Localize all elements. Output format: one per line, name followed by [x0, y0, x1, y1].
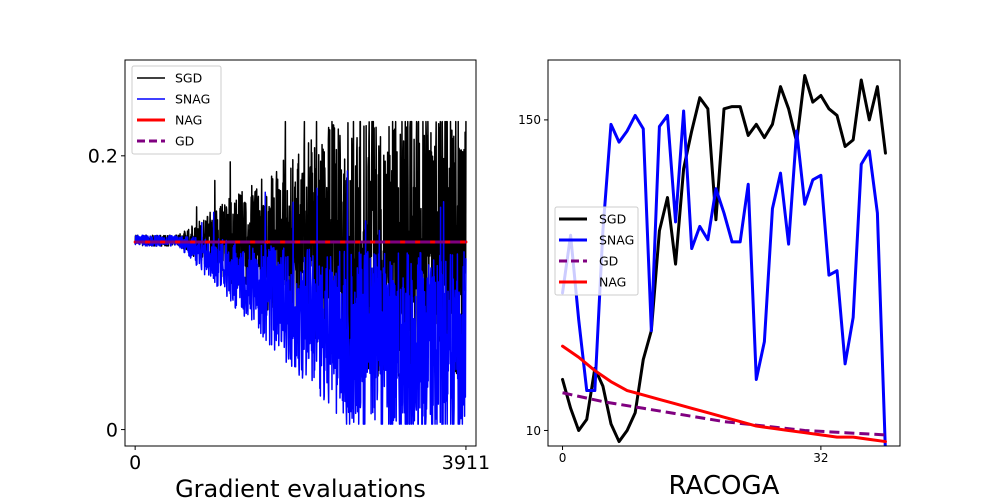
right-ticks: 0 32 10 150 — [518, 113, 828, 465]
right-legend-label-nag: NAG — [599, 275, 626, 290]
left-x-tick-label: 0 — [129, 452, 141, 474]
right-legend-label-gd: GD — [599, 254, 618, 269]
right-y-tick-label: 10 — [526, 424, 541, 438]
left-x-axis-label: Gradient evaluations — [175, 475, 426, 500]
left-ticks: 0 3911 0 0.2 — [88, 146, 490, 474]
left-series-line-snag — [134, 170, 467, 425]
left-legend: SGD SNAG NAG GD — [131, 65, 222, 155]
left-x-tick-label: 3911 — [442, 452, 490, 474]
right-axes-frame — [547, 59, 901, 447]
right-series-line-snag — [561, 109, 887, 446]
left-axes-frame — [124, 59, 477, 447]
right-plot-area — [561, 74, 887, 446]
left-legend-label-sgd: SGD — [175, 71, 202, 86]
right-legend: SGD SNAG GD NAG — [554, 206, 639, 296]
left-legend-label-nag: NAG — [175, 113, 202, 128]
right-legend-label-snag: SNAG — [599, 233, 634, 248]
left-legend-box — [131, 65, 222, 155]
right-series-line-nag — [561, 344, 887, 444]
left-legend-label-snag: SNAG — [175, 92, 210, 107]
right-series-line-sgd — [561, 74, 887, 444]
left-plot-area — [133, 120, 468, 425]
right-series-line-gd — [562, 391, 886, 437]
right-x-axis-label: RACOGA — [669, 471, 780, 500]
right-legend-box — [554, 206, 639, 296]
left-legend-label-gd: GD — [175, 134, 194, 149]
right-x-tick-label: 0 — [559, 451, 567, 465]
left-chart: 0 3911 0 0.2 Gradient evaluations SGD SNAG … — [88, 59, 490, 500]
right-x-tick-label: 32 — [813, 451, 828, 465]
left-y-tick-label: 0 — [106, 419, 118, 441]
left-y-tick-label: 0.2 — [88, 146, 118, 168]
right-chart: 0 32 10 150 RACOGA SGD SNAG GD NAG — [518, 59, 901, 500]
right-y-tick-label: 150 — [518, 113, 541, 127]
right-legend-label-sgd: SGD — [599, 212, 626, 227]
